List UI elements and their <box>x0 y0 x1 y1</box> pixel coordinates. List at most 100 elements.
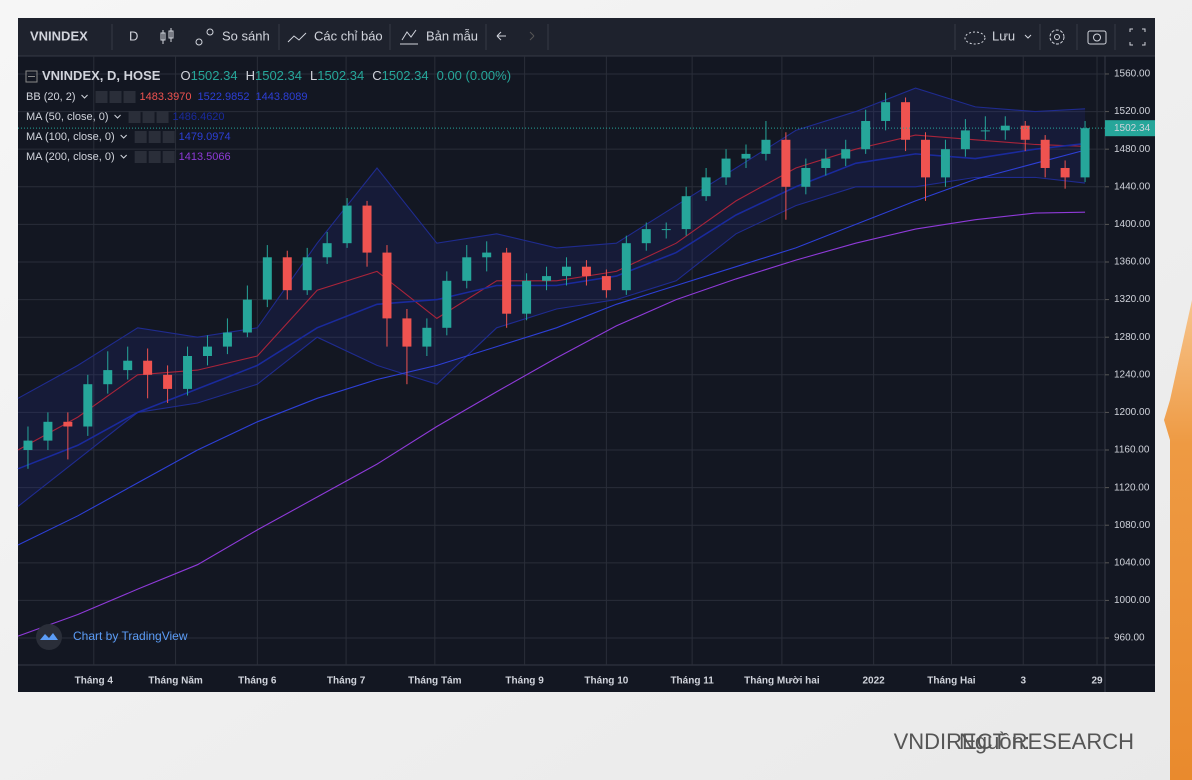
cloud-icon[interactable] <box>964 31 986 45</box>
indicator-icon[interactable] <box>287 32 307 43</box>
legend-menu <box>114 114 121 119</box>
candle-body <box>342 205 352 244</box>
candle-body <box>362 205 372 253</box>
watermark[interactable]: Chart by TradingView <box>73 629 188 643</box>
candle-body <box>163 374 173 389</box>
collapse-button[interactable] <box>25 70 38 83</box>
y-tick-label: 1480.00 <box>1114 144 1151 155</box>
y-tick-label: 960.00 <box>1114 633 1145 644</box>
candle-body <box>322 243 332 258</box>
indicator-line <box>17 142 1086 470</box>
settings[interactable] <box>1049 29 1065 45</box>
legend-button <box>148 131 161 143</box>
ohlc-value: 1502.34 <box>382 68 429 83</box>
ohlc-value: 1502.34 <box>255 68 302 83</box>
candle-body <box>1060 167 1070 178</box>
template-icon[interactable] <box>400 29 418 45</box>
candle-body <box>661 229 671 231</box>
symbol[interactable]: VNINDEX <box>30 28 88 43</box>
ohlc-value: 1502.34 <box>317 68 364 83</box>
last-price-box <box>1105 120 1155 137</box>
undo[interactable] <box>496 31 506 41</box>
legend-menu <box>120 154 128 159</box>
y-tick-label: 1560.00 <box>1114 69 1151 80</box>
candle-body <box>781 139 791 187</box>
candle-body <box>23 440 33 451</box>
candle-body <box>681 196 691 230</box>
y-tick-label: 1120.00 <box>1114 482 1150 493</box>
legend-button <box>95 91 108 103</box>
legend-menu <box>81 94 88 99</box>
y-tick-label: 1160.00 <box>1114 445 1150 456</box>
candle-body <box>302 257 312 291</box>
candle-body <box>183 356 193 389</box>
y-tick-label: 1240.00 <box>1114 369 1151 380</box>
candle-body <box>103 370 113 385</box>
x-tick-label: 2022 <box>863 676 886 687</box>
legend-value: 1443.8089 <box>256 91 308 103</box>
x-tick-label: Tháng Mười hai <box>744 676 820 687</box>
candle-body <box>581 266 591 277</box>
y-tick-label: 1360.00 <box>1114 257 1151 268</box>
legend-button <box>162 131 175 143</box>
candle-body <box>921 139 930 178</box>
symbol-title: VNINDEX, D, HOSE <box>42 68 161 83</box>
candle-body <box>821 158 831 168</box>
legend-button <box>109 91 122 103</box>
candle-body <box>801 167 811 187</box>
indicators[interactable]: Các chỉ báo <box>314 28 383 43</box>
bollinger-band-fill <box>18 88 1086 507</box>
legend-button <box>134 131 147 143</box>
legend-value: 1486.4620 <box>173 111 225 123</box>
y-tick-label: 1200.00 <box>1114 407 1151 418</box>
candle-body <box>1040 139 1050 168</box>
ohlc-value: 1502.34 <box>191 68 238 83</box>
legend-value: 1479.0974 <box>179 131 231 143</box>
legend-button <box>123 91 136 103</box>
ohlc-key: C <box>372 68 381 83</box>
x-tick-label: Tháng 11 <box>670 676 714 687</box>
legend-menu <box>120 134 128 139</box>
redo[interactable] <box>529 31 535 41</box>
candle-body <box>482 252 492 258</box>
fullscreen[interactable] <box>1129 28 1146 46</box>
save[interactable]: Lưu <box>992 28 1015 43</box>
candle-body <box>701 177 711 197</box>
screenshot-button[interactable] <box>1087 30 1107 45</box>
compare-icon[interactable] <box>195 38 203 46</box>
y-tick-label: 1320.00 <box>1114 294 1151 305</box>
change: 0.00 (0.00%) <box>437 68 511 83</box>
camera-lens <box>1093 33 1101 42</box>
legend-button <box>134 151 147 163</box>
ohlc-key: O <box>180 68 190 83</box>
legend-button <box>148 151 161 163</box>
legend-button <box>162 151 175 163</box>
candle-body <box>462 257 472 281</box>
indicator-line <box>17 134 1086 451</box>
candle-body <box>522 280 532 314</box>
y-tick-label: 1080.00 <box>1114 520 1151 531</box>
source: VNDIRECT RESEARCH <box>894 729 1134 754</box>
candle-body <box>262 257 272 300</box>
x-tick-label: Tháng 9 <box>505 676 544 687</box>
candle-body <box>422 327 432 347</box>
x-tick-label: Tháng Tám <box>408 676 461 687</box>
candle-icon[interactable] <box>160 28 174 44</box>
interval[interactable]: D <box>129 28 138 43</box>
candle-body <box>63 421 73 427</box>
x-tick-label: Tháng Năm <box>148 676 203 687</box>
ohlc-key: H <box>246 68 255 83</box>
candle-body <box>561 266 571 277</box>
compare[interactable]: So sánh <box>222 28 270 43</box>
orange-stripe <box>1164 300 1192 780</box>
candle-body <box>382 252 392 319</box>
x-tick-label: Tháng 7 <box>327 676 366 687</box>
x-tick-label: 3 <box>1020 676 1026 687</box>
save-menu[interactable] <box>1024 34 1032 39</box>
candle-body <box>143 360 153 375</box>
candle-body <box>43 421 53 441</box>
source-label: Nguồn: <box>959 729 1030 754</box>
legend-label: BB (20, 2) <box>26 91 76 103</box>
templates[interactable]: Bản mẫu <box>426 28 478 43</box>
